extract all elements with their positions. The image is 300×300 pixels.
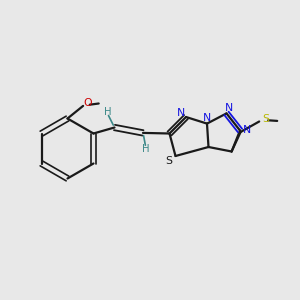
Text: O: O	[83, 98, 92, 109]
Text: S: S	[165, 155, 172, 166]
Text: H: H	[142, 144, 149, 154]
Text: N: N	[176, 107, 185, 118]
Text: N: N	[242, 125, 251, 135]
Text: H: H	[104, 106, 112, 117]
Text: N: N	[203, 113, 211, 123]
Text: N: N	[225, 103, 234, 113]
Text: S: S	[262, 113, 269, 124]
